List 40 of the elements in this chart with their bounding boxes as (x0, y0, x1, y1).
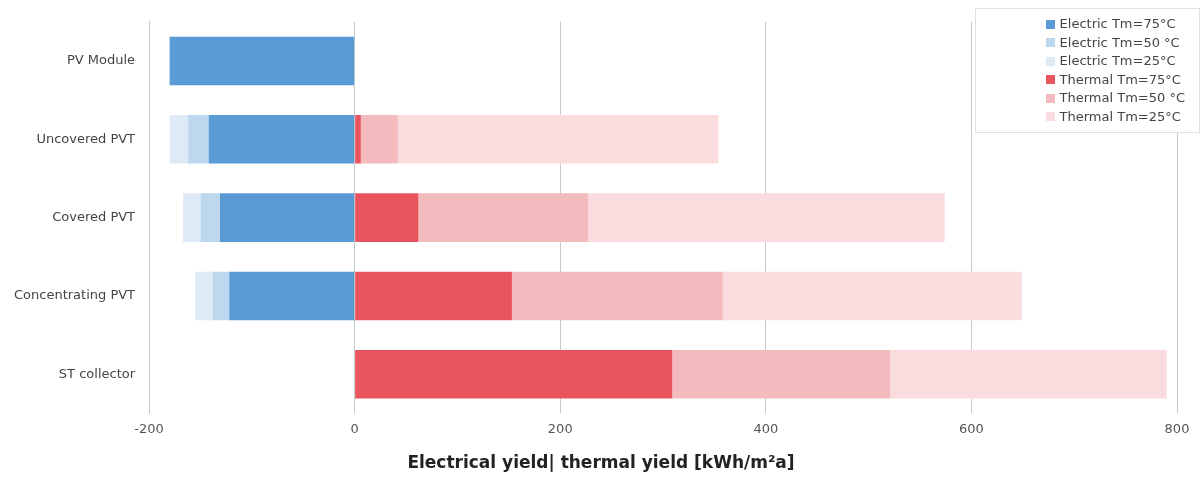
y-tick-label: ST collector (58, 365, 136, 381)
bar (220, 193, 355, 242)
legend-label: Electric Tm=75°C (1059, 15, 1176, 33)
bar (397, 115, 719, 164)
bar (890, 349, 1167, 399)
bar (355, 193, 419, 242)
bar (182, 193, 201, 242)
bar (169, 36, 355, 86)
bar (360, 115, 398, 164)
bar (588, 193, 945, 242)
x-tick-label: 200 (547, 420, 573, 436)
legend-label: Electric Tm=25°C (1059, 52, 1176, 70)
bar (355, 349, 673, 399)
legend-label: Thermal Tm=25°C (1059, 107, 1181, 126)
x-axis-title: Electrical yield| thermal yield [kWh/m²a] (406, 452, 796, 472)
x-tick-label: -200 (134, 420, 164, 436)
bar (169, 115, 189, 164)
y-tick-label: Covered PVT (52, 208, 136, 224)
legend-label: Thermal Tm=50 °C (1059, 89, 1185, 107)
y-tick-label: Uncovered PVT (36, 130, 136, 146)
y-tick-label: Concentrating PVT (13, 287, 136, 303)
bar (672, 349, 891, 399)
bar (511, 271, 723, 321)
bar (188, 115, 209, 164)
bar (200, 193, 220, 242)
x-tick-label: 400 (753, 420, 779, 436)
y-tick-label: PV Module (66, 52, 136, 68)
legend-label: Electric Tm=50 °C (1059, 33, 1180, 52)
bar (355, 271, 512, 321)
x-tick-label: 600 (959, 420, 984, 436)
bar (195, 271, 213, 321)
bar (722, 271, 1022, 321)
bar (212, 271, 230, 321)
bar (208, 115, 355, 164)
x-tick-label: 800 (1164, 420, 1190, 436)
bar (355, 115, 361, 164)
x-tick-label: 0 (350, 420, 359, 436)
legend-label: Thermal Tm=75°C (1059, 70, 1181, 89)
bar (229, 271, 355, 321)
bar (418, 193, 588, 242)
